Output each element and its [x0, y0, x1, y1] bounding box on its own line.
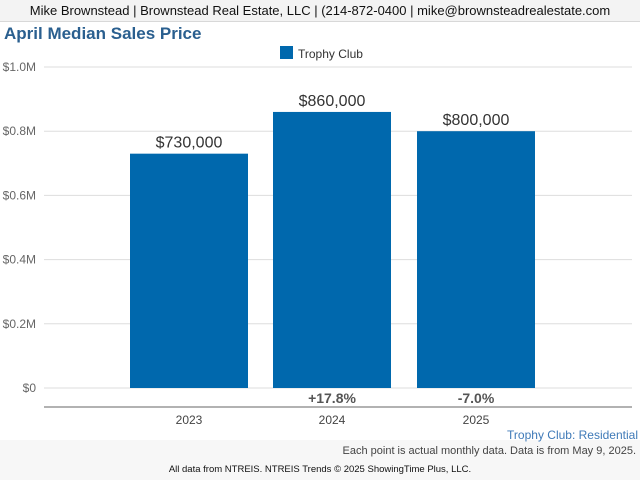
y-tick-label: $0.2M [3, 317, 36, 331]
y-tick-label: $0.4M [3, 253, 36, 267]
bar-value-label: $800,000 [443, 112, 510, 129]
change-labels: +17.8% -7.0% [308, 390, 495, 406]
x-tick-label: 2025 [463, 413, 490, 427]
bar-2025 [417, 131, 535, 388]
change-label: -7.0% [458, 390, 495, 406]
chart-title: April Median Sales Price [4, 24, 202, 43]
bar-value-labels: $730,000 $860,000 $800,000 [156, 93, 510, 152]
data-credit: All data from NTREIS. NTREIS Trends © 20… [168, 464, 472, 475]
x-axis-ticks: 2023 2024 2025 [176, 413, 490, 427]
bar-value-label: $860,000 [299, 93, 366, 110]
bar-chart: $0 $0.2M $0.4M $0.6M $0.8M $1.0M $730,000 $860… [3, 46, 632, 427]
bars [130, 111, 535, 388]
x-tick-label: 2024 [319, 413, 346, 427]
area-subtitle: Trophy Club: Residential [507, 428, 638, 442]
bar-value-label: $730,000 [156, 135, 223, 152]
legend: Trophy Club [280, 46, 363, 61]
legend-label: Trophy Club [298, 47, 363, 61]
bar-2023 [130, 153, 248, 388]
legend-swatch [280, 46, 293, 59]
x-tick-label: 2023 [176, 413, 203, 427]
y-tick-label: $0.6M [3, 188, 36, 202]
data-note: Each point is actual monthly data. Data … [342, 445, 636, 457]
y-tick-label: $0.8M [3, 124, 36, 138]
agent-contact-bar: Mike Brownstead | Brownstead Real Estate… [0, 0, 640, 22]
footer [0, 440, 640, 480]
bar-2024 [273, 111, 391, 388]
y-tick-label: $1.0M [3, 60, 36, 74]
change-label: +17.8% [308, 390, 356, 406]
y-tick-label: $0 [23, 381, 37, 395]
y-axis-ticks: $0 $0.2M $0.4M $0.6M $0.8M $1.0M [3, 60, 37, 395]
